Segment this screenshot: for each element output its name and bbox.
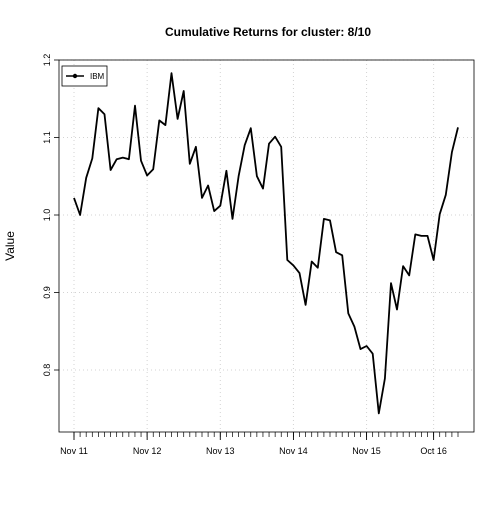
y-tick-label: 0.8 [42,364,52,377]
y-tick-label: 1.0 [42,209,52,222]
x-tick-label: Nov 15 [352,446,381,456]
axes-layer: 0.8 0.9 1.0 1.1 1.2 Nov 11 Nov 12 Nov 13 Nov 14 N… [42,54,475,456]
chart-title: Cumulative Returns for cluster: 8/10 [165,25,371,39]
legend-marker-ibm [72,73,78,79]
series-layer [73,72,459,415]
x-tick-label: Nov 12 [133,446,162,456]
legend: IBM [61,65,108,87]
y-tick-label: 0.9 [42,286,52,299]
plot-frame [58,59,475,433]
y-tick-label: 1.2 [42,54,52,67]
x-tick-label: Nov 14 [279,446,308,456]
y-axis-label: Value [3,231,17,261]
x-tick-label: Nov 13 [206,446,235,456]
grid-layer [59,59,474,432]
legend-box [61,65,108,87]
x-tick-label: Nov 11 [60,446,88,456]
x-tick-label: Oct 16 [420,446,447,456]
y-tick-label: 1.1 [42,131,52,144]
legend-label-ibm: IBM [90,72,105,81]
series-line-ibm [73,72,459,415]
